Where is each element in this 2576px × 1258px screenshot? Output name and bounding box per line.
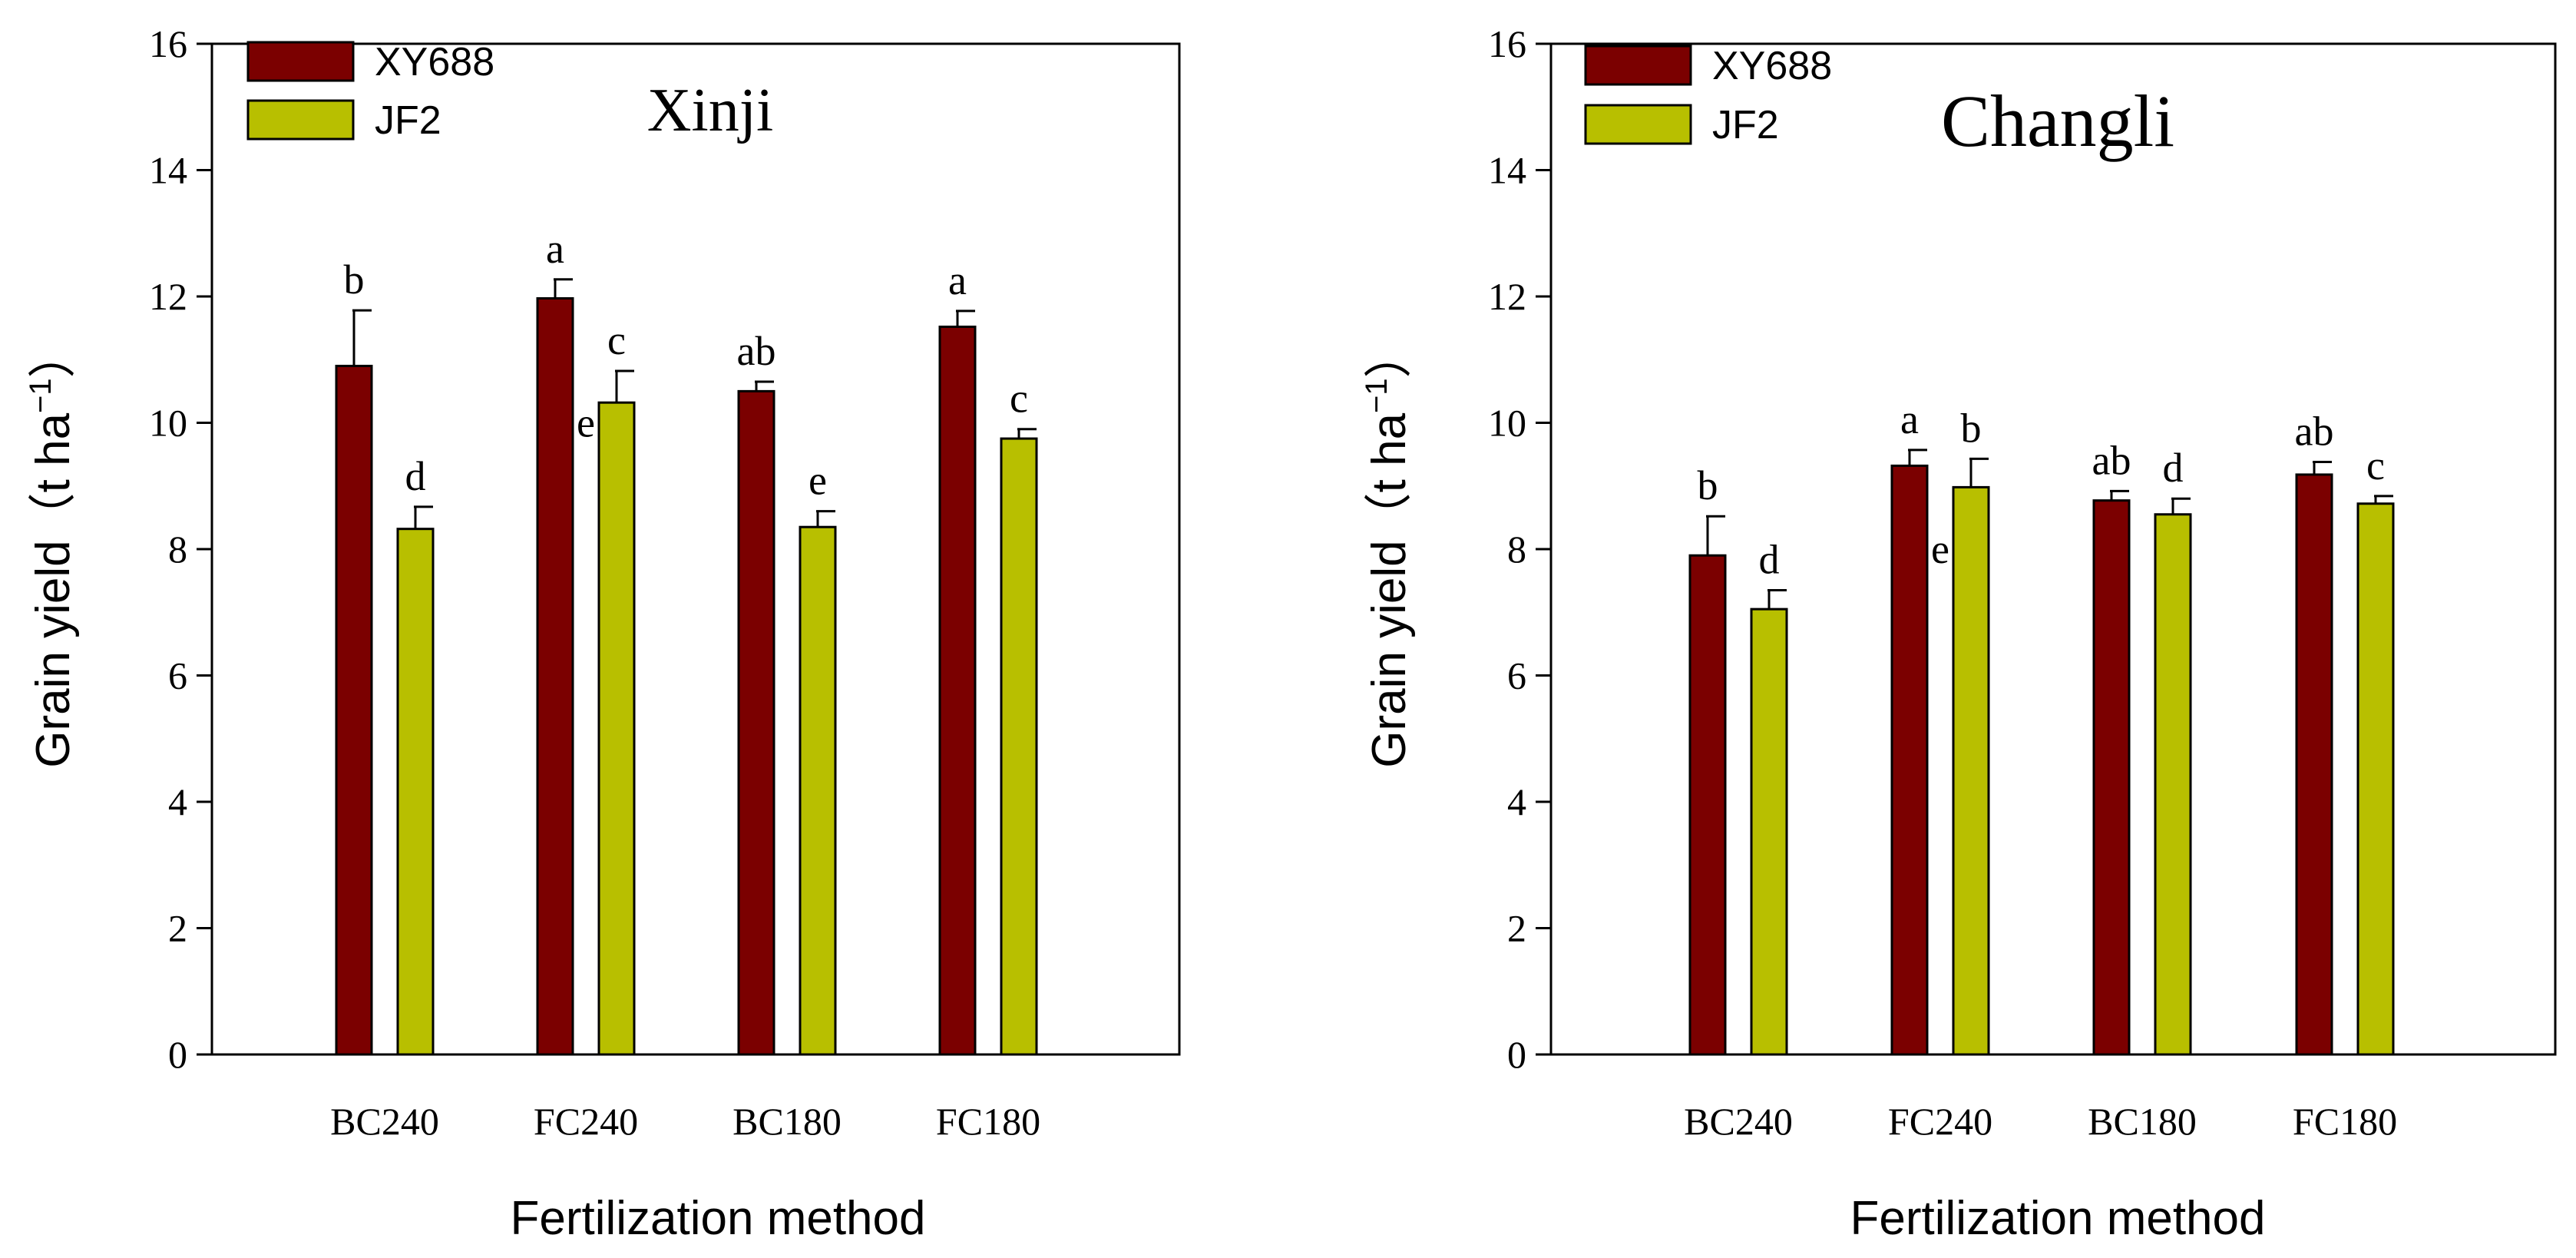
x-tick-label: FC180 [2293,1100,2397,1143]
error-bar [352,309,372,366]
error-bar [816,510,835,528]
x-tick-label: BC240 [1684,1100,1793,1143]
bar-JF2-BC180 [2154,513,2192,1056]
significance-label: a [1900,396,1919,442]
legend-label: JF2 [1712,103,1779,147]
y-tick-label: 0 [168,1033,187,1076]
x-tick-label: FC240 [1888,1100,1992,1143]
bar-XY688-BC240 [1688,554,1727,1056]
legend: XY688 JF2 [246,40,494,143]
legend-swatch-JF2 [1584,104,1692,145]
y-tick-label: 10 [1488,402,1526,445]
y-tick-label: 12 [1488,275,1526,318]
y-tick-label: 4 [168,780,187,823]
error-bar [956,310,975,327]
bar-JF2-BC240 [396,528,435,1056]
significance-label: ab [737,328,776,374]
significance-label: c [1010,376,1028,422]
y-tick-label: 6 [168,654,187,697]
y-tick-label: 14 [149,149,187,192]
chart-title: Changli [1941,80,2174,162]
legend-label: JF2 [375,98,441,143]
chart-title: Xinji [647,77,773,144]
significance-label: b [344,257,365,303]
significance-label: c [607,317,626,363]
error-bar [2171,497,2191,515]
bar-JF2-BC180 [799,525,837,1056]
y-tick-label: 16 [149,22,187,65]
error-bar [615,369,634,403]
annotation-label: e [577,400,595,446]
significance-label: ab [2295,408,2334,454]
y-tick-label: 6 [1507,654,1526,697]
significance-label: d [1759,536,1780,582]
significance-label: a [546,226,564,272]
error-bar [755,380,774,392]
bar-XY688-BC180 [737,389,775,1056]
error-bar [554,278,573,299]
y-tick-label: 4 [1507,780,1526,823]
series-JF2: d b d c [1750,405,2395,1056]
significance-label: b [1698,462,1718,508]
bar-XY688-FC180 [938,325,977,1056]
bar-JF2-FC240 [597,401,636,1056]
y-tick-label: 14 [1488,149,1526,192]
bar-XY688-BC240 [335,364,373,1056]
series-XY688: b a ab a [335,226,977,1056]
y-tick-label: 2 [168,907,187,950]
significance-label: a [948,257,967,303]
bar-XY688-FC180 [2295,473,2333,1056]
error-bar [2313,460,2332,475]
significance-label: ab [2092,437,2131,483]
bar-JF2-FC180 [2356,502,2395,1056]
y-tick-label: 12 [149,275,187,318]
y-tick-label: 16 [1488,22,1526,65]
x-tick-label: BC180 [732,1100,842,1143]
bar-XY688-BC180 [2092,499,2131,1056]
significance-label: e [809,458,827,504]
chart-panel-1: 0 2 4 6 8 10 12 14 16 Grain yield（t ha−1） Fertiliz… [24,22,1181,1245]
legend-swatch-JF2 [246,99,355,141]
error-bar [1017,428,1037,439]
error-bar [2110,489,2129,501]
error-bar [1969,457,1989,488]
significance-label: c [2366,442,2385,488]
legend-label: XY688 [1712,44,1832,88]
bar-XY688-FC240 [1890,464,1929,1056]
legend-swatch-XY688 [246,41,355,82]
x-axis-label: Fertilization method [510,1192,925,1245]
x-axis-label: Fertilization method [1850,1192,2265,1245]
x-tick-label: BC180 [2088,1100,2197,1143]
bar-JF2-FC180 [1000,437,1038,1056]
legend: XY688 JF2 [1584,44,1832,147]
x-tick-label: BC240 [330,1100,439,1143]
bar-XY688-FC240 [536,296,574,1056]
y-axis-label: Grain yield（t ha−1） [1360,330,1416,767]
y-tick-label: 0 [1507,1033,1526,1076]
y-tick-label: 8 [1507,528,1526,571]
error-bar [1767,588,1787,610]
significance-label: d [405,453,426,499]
x-tick-label: FC180 [936,1100,1040,1143]
error-bar [2374,495,2393,504]
annotation-label: e [1931,526,1949,572]
error-bar [414,505,433,529]
legend-swatch-XY688 [1584,45,1692,86]
y-axis-label: Grain yield（t ha−1） [24,330,80,767]
chart-panel-2: 0 2 4 6 8 10 12 14 16 Grain yield（t ha−1） Fertiliz… [1360,22,2557,1245]
y-tick-label: 10 [149,402,187,445]
significance-label: b [1961,405,1982,451]
y-tick-label: 8 [168,528,187,571]
x-tick-label: FC240 [534,1100,638,1143]
significance-label: d [2163,445,2184,491]
legend-label: XY688 [375,40,494,84]
bar-JF2-BC240 [1750,607,1788,1056]
error-bar [1706,515,1725,556]
error-bar [1908,449,1927,466]
y-tick-label: 2 [1507,907,1526,950]
bar-JF2-FC240 [1952,485,1990,1056]
